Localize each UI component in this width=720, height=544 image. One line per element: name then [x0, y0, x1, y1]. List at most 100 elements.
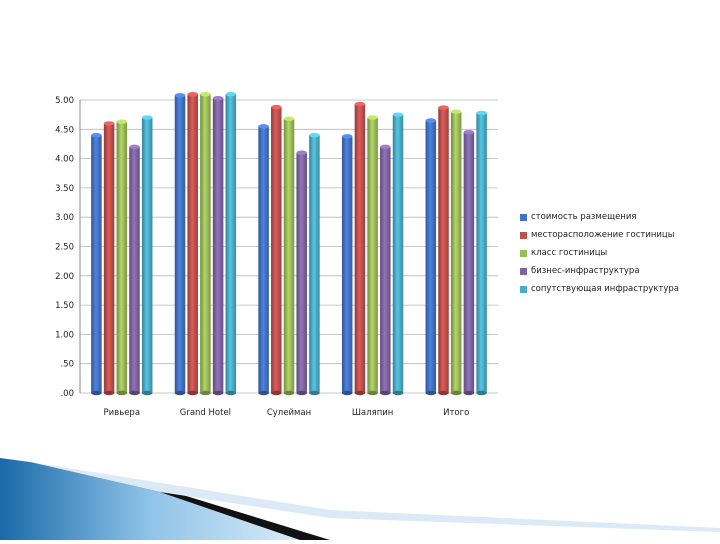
bar — [380, 146, 391, 393]
x-tick-label: Шаляпин — [352, 408, 393, 418]
bar-cap — [380, 144, 391, 150]
legend-item: бизнес-инфраструктура — [520, 262, 715, 280]
bar-base — [380, 390, 391, 396]
bar-base — [425, 390, 437, 396]
bar-cap — [212, 96, 224, 101]
legend-swatch — [520, 213, 527, 221]
legend-item: стоимость размещения — [520, 208, 715, 226]
y-tick-label: 4.00 — [55, 155, 74, 165]
bar — [103, 123, 115, 393]
bar-base — [438, 390, 449, 396]
bar — [438, 107, 449, 394]
bar-base — [476, 390, 487, 396]
bar — [463, 132, 475, 394]
bar-base — [141, 390, 153, 396]
bar-cap — [129, 144, 140, 150]
bar-base — [174, 390, 186, 396]
bar-base — [258, 390, 269, 396]
bar — [141, 117, 153, 393]
bar-cap — [392, 112, 404, 117]
bar — [200, 94, 211, 393]
bar-cap — [425, 118, 437, 123]
bar-base — [354, 390, 366, 396]
bar-cap — [187, 91, 198, 97]
bar-base — [212, 390, 224, 396]
bar-base — [91, 390, 102, 396]
bar — [225, 94, 237, 393]
x-tick-label: Сулейман — [267, 408, 311, 418]
legend-swatch — [520, 249, 527, 257]
bar-cap — [283, 116, 295, 121]
bar — [91, 135, 102, 393]
legend-swatch — [520, 231, 527, 239]
bar — [367, 117, 378, 393]
x-tick-label: Итого — [443, 408, 469, 418]
y-tick-label: 3.00 — [55, 213, 74, 223]
bar-base — [463, 390, 475, 396]
bar-cap — [463, 130, 475, 135]
legend: стоимость размещения месторасположение го… — [520, 208, 715, 298]
bar — [392, 114, 404, 394]
bar — [341, 136, 353, 393]
bar-cap — [271, 104, 282, 110]
legend-item: класс гостиницы — [520, 244, 715, 262]
y-tick-label: .50 — [60, 360, 74, 370]
bar — [354, 104, 366, 394]
bar — [425, 120, 437, 393]
bar — [174, 95, 186, 393]
y-tick-label: 2.00 — [55, 272, 74, 282]
bar-cap — [367, 115, 378, 120]
bar — [187, 94, 198, 393]
bar-cap — [476, 110, 487, 116]
legend-label: месторасположение гостиницы — [531, 230, 675, 240]
legend-item: месторасположение гостиницы — [520, 226, 715, 244]
bar-base — [187, 390, 198, 396]
bar — [258, 126, 269, 394]
bar — [450, 111, 462, 393]
bar-cap — [116, 119, 128, 124]
bar — [476, 112, 487, 393]
legend-item: сопутствующая инфраструктура — [520, 280, 715, 298]
bar-base — [341, 390, 353, 396]
decorative-swoosh — [0, 458, 720, 540]
y-tick-label: 1.00 — [55, 330, 74, 340]
bar-cap — [450, 109, 462, 114]
legend-swatch — [520, 267, 527, 275]
y-tick-label: 1.50 — [55, 301, 74, 311]
bar-cap — [354, 101, 366, 107]
y-tick-label: 5.00 — [55, 96, 74, 106]
bar-cap — [258, 124, 269, 129]
bar-base — [283, 390, 295, 396]
bar-base — [309, 390, 320, 396]
bar-base — [225, 390, 237, 396]
bar-base — [200, 390, 211, 396]
y-tick-label: .00 — [60, 389, 74, 399]
bar-cap — [103, 121, 115, 126]
bar-cap — [225, 91, 237, 97]
bar-base — [392, 390, 404, 396]
bar-base — [450, 390, 462, 396]
bar-cap — [91, 132, 102, 138]
bar — [212, 98, 224, 393]
legend-swatch — [520, 285, 527, 293]
bar-cap — [438, 105, 449, 110]
bar-base — [103, 390, 115, 396]
legend-label: класс гостиницы — [531, 248, 608, 258]
legend-label: бизнес-инфраструктура — [531, 266, 640, 276]
x-tick-label: Grand Hotel — [180, 408, 231, 418]
bar-base — [296, 390, 307, 396]
x-tick-label: Ривьера — [104, 408, 141, 418]
bar — [116, 121, 128, 393]
bar-cap — [309, 132, 320, 138]
bar — [129, 146, 140, 393]
bar-cap — [141, 115, 153, 120]
bar — [283, 118, 295, 393]
bar-cap — [200, 91, 211, 97]
bar-cap — [341, 134, 353, 139]
bar — [271, 107, 282, 394]
bar-cap — [296, 150, 307, 155]
bar — [296, 152, 307, 393]
bar-base — [367, 390, 378, 396]
